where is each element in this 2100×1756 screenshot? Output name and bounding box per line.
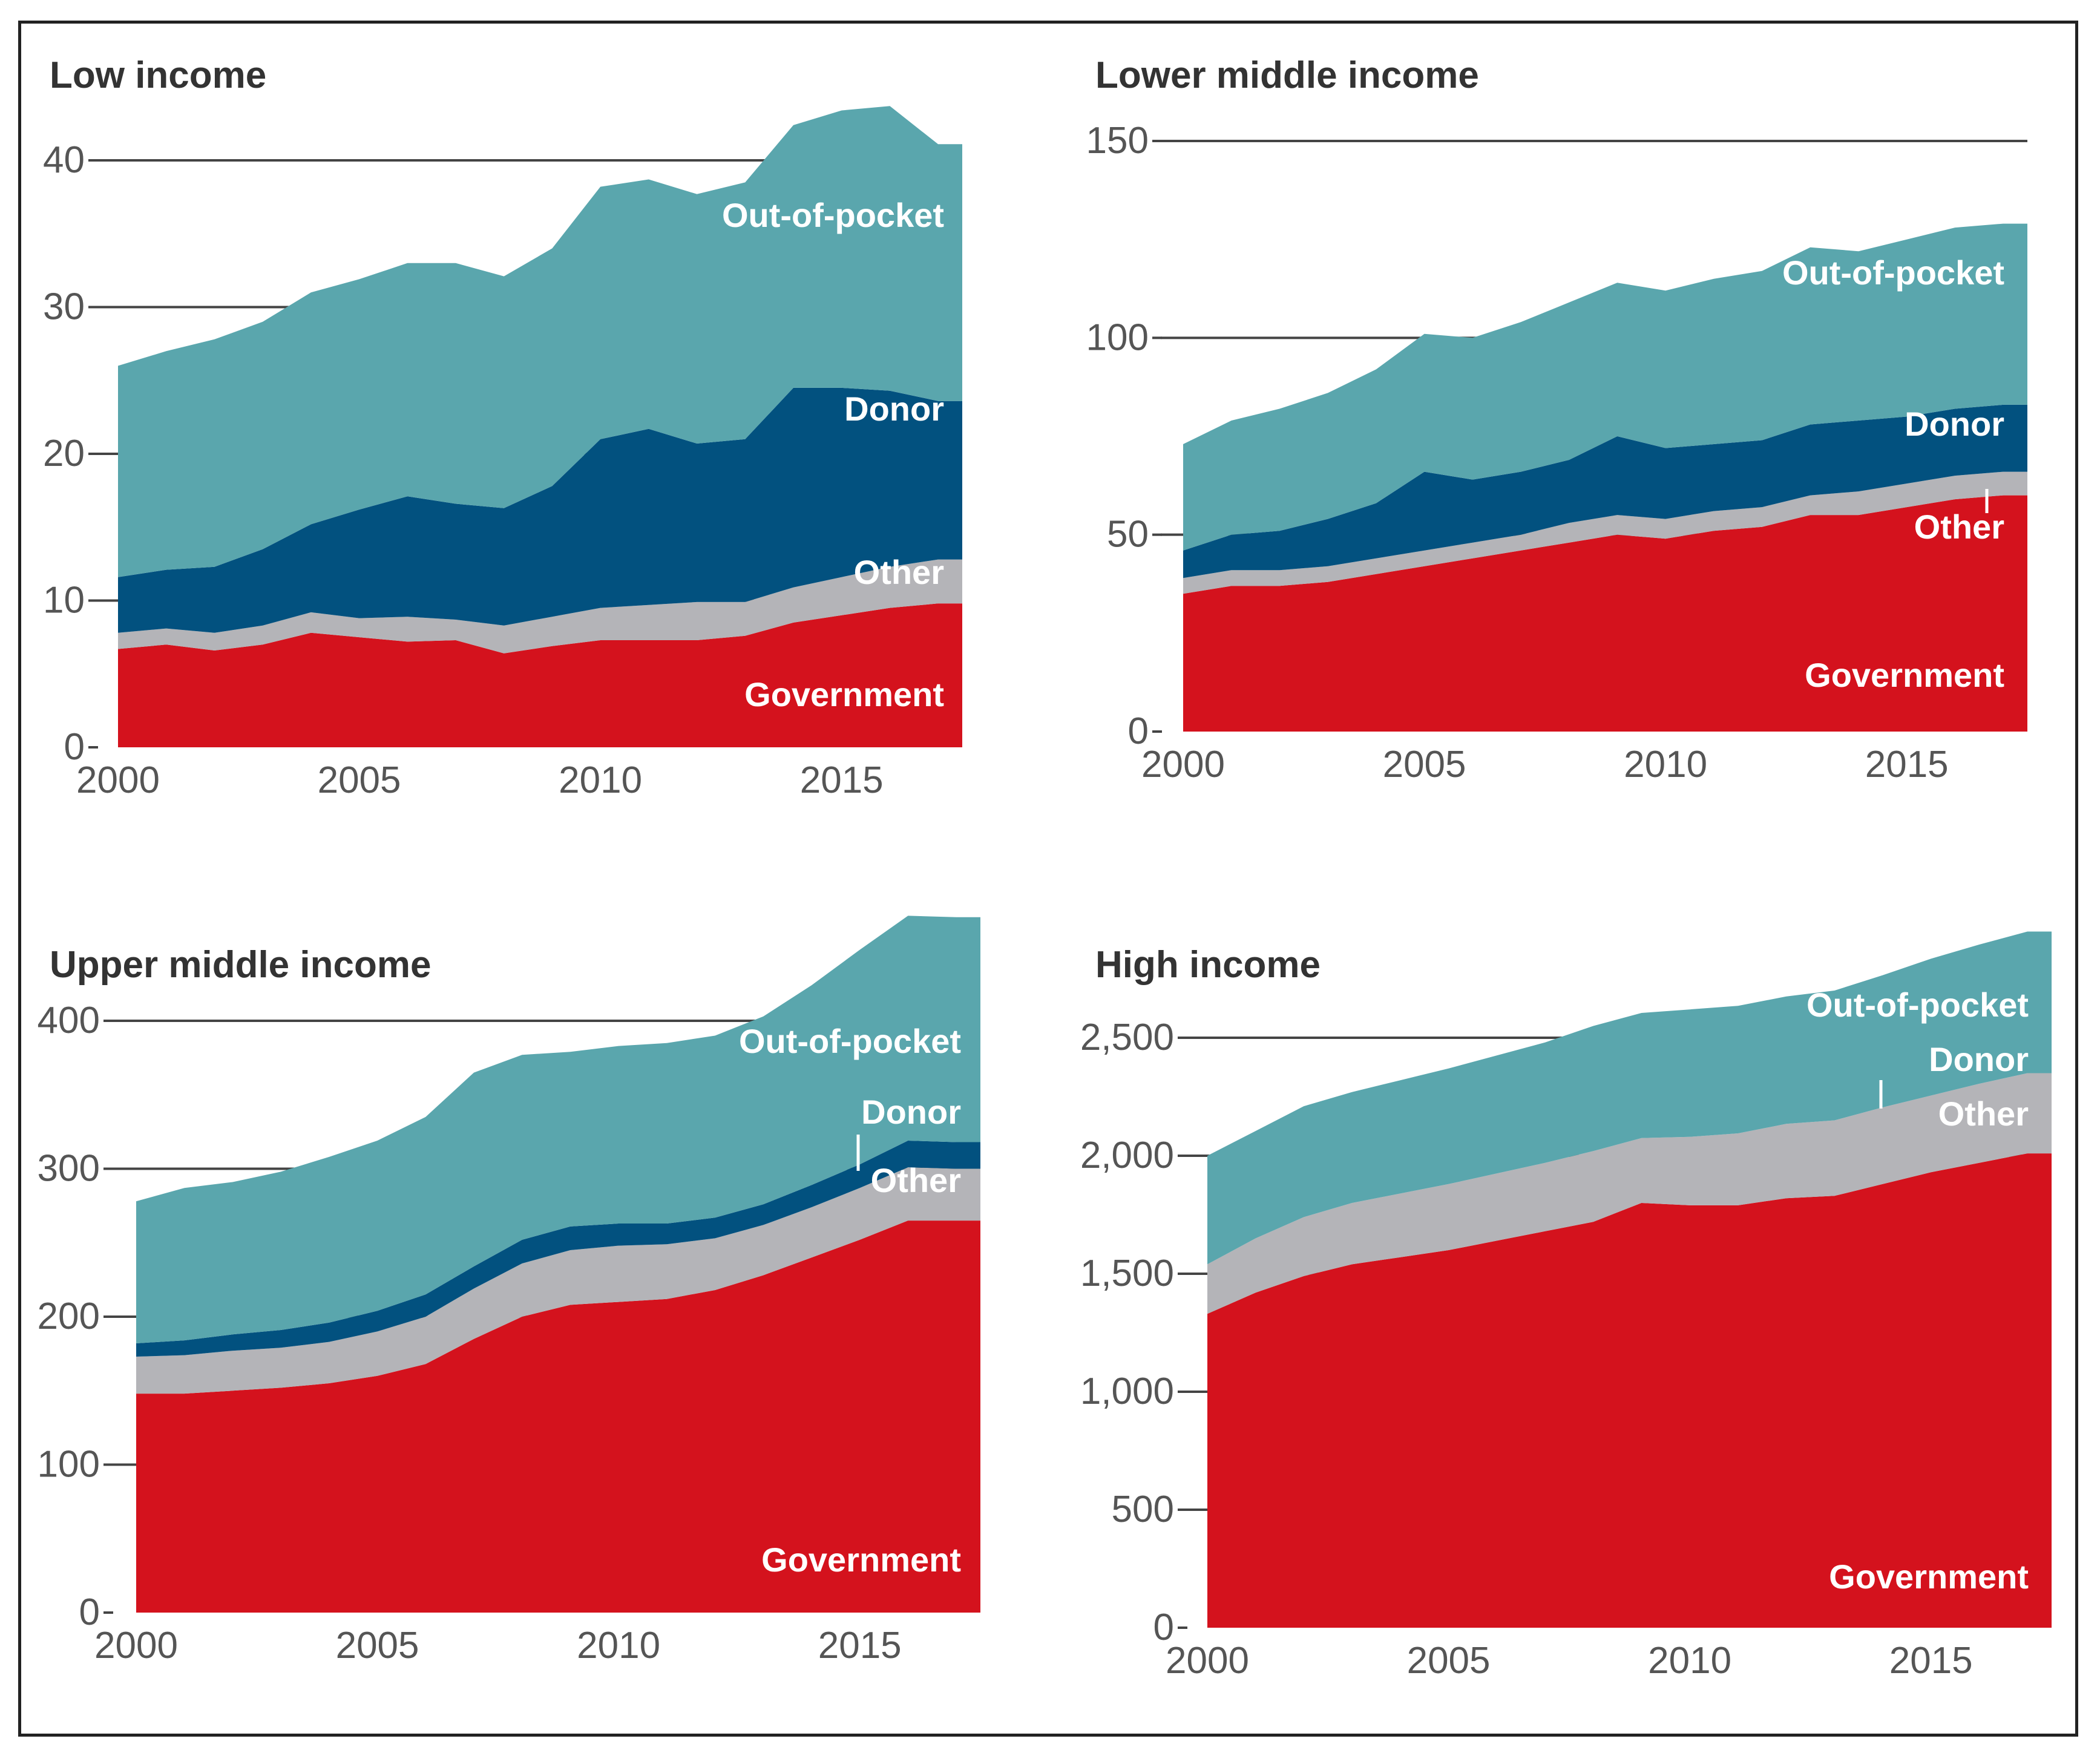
x-tick-label: 2010 [1648, 1640, 1731, 1682]
y-tick-label: 30 [43, 286, 85, 328]
y-tick-label: 300 [38, 1148, 100, 1190]
series-label-government: Government [1805, 656, 2004, 694]
y-tick-label: 20 [43, 433, 85, 474]
series-label-other: Other [854, 553, 944, 591]
x-tick-label: 2005 [1407, 1640, 1491, 1682]
area-out-of-pocket [1207, 931, 2052, 1265]
y-tick-label: 1,000 [1080, 1371, 1174, 1412]
chart-panel-4: High income 0 500 1,000 1,500 2,000 2,500 2000 2… [1080, 931, 2052, 1682]
x-tick-label: 2000 [76, 759, 160, 801]
y-tick-label: 50 [1107, 514, 1149, 555]
area-out-of-pocket [136, 916, 980, 1343]
x-tick-label: 2015 [1865, 744, 1949, 785]
y-tick-label: 100 [1086, 316, 1149, 358]
series-label-donor: Donor [844, 390, 944, 428]
area-government [118, 603, 962, 747]
series-label-other: Other [1914, 508, 2004, 546]
area-donor [1183, 404, 2027, 578]
series-label-government: Government [1829, 1558, 2029, 1596]
x-tick-label: 2005 [336, 1625, 419, 1666]
y-tick-label: 400 [38, 1000, 100, 1041]
area-out-of-pocket [118, 106, 962, 577]
chart-panel-3: Upper middle income 0 100 200 300 400 2000 2005… [38, 916, 980, 1666]
y-tick-label: 0 [1153, 1607, 1174, 1648]
series-label-donor: Donor [1905, 405, 2004, 443]
x-tick-label: 2000 [1166, 1640, 1249, 1682]
x-tick-label: 2000 [1141, 744, 1225, 785]
x-tick-label: 2010 [1624, 744, 1707, 785]
x-tick-label: 2005 [318, 759, 401, 801]
series-label-other: Other [1938, 1095, 2029, 1133]
area-donor [136, 1141, 980, 1357]
x-tick-label: 2005 [1383, 744, 1466, 785]
chart-panel-1: Low income 0 10 20 30 40 2000 2005 2010 2015 Out-o… [43, 54, 962, 801]
chart-title: Lower middle income [1095, 54, 1479, 96]
figure-frame [18, 21, 2078, 1737]
series-label-donor: Donor [861, 1093, 961, 1131]
area-government [1207, 1153, 2052, 1628]
chart-title: Upper middle income [50, 944, 431, 986]
series-label-out-of-pocket: Out-of-pocket [722, 196, 944, 234]
y-tick-label: 500 [1112, 1489, 1174, 1530]
chart-title: High income [1095, 944, 1321, 986]
area-other [1207, 1073, 2052, 1314]
area-donor [118, 387, 962, 633]
series-label-out-of-pocket: Out-of-pocket [1782, 254, 2004, 292]
x-tick-label: 2015 [1889, 1640, 1973, 1682]
y-tick-label: 10 [43, 580, 85, 621]
series-label-government: Government [744, 675, 944, 713]
chart-panel-2: Lower middle income 0 50 100 150 2000 2005 2010… [1086, 54, 2027, 785]
y-tick-label: 2,500 [1080, 1017, 1174, 1058]
y-tick-label: 200 [38, 1296, 100, 1337]
series-label-other: Other [871, 1161, 961, 1199]
area-other [1183, 471, 2027, 594]
y-tick-label: 2,000 [1080, 1135, 1174, 1176]
y-tick-label: 0 [1128, 710, 1149, 752]
area-other [136, 1167, 980, 1394]
x-tick-label: 2015 [818, 1625, 902, 1666]
y-tick-label: 40 [43, 139, 85, 181]
y-tick-label: 1,500 [1080, 1253, 1174, 1294]
y-tick-label: 0 [64, 726, 85, 768]
x-tick-label: 2000 [94, 1625, 178, 1666]
area-government [136, 1220, 980, 1613]
x-tick-label: 2015 [800, 759, 884, 801]
series-label-out-of-pocket: Out-of-pocket [739, 1022, 961, 1060]
x-tick-label: 2010 [577, 1625, 660, 1666]
chart-title: Low income [50, 54, 266, 96]
area-other [118, 559, 962, 654]
y-tick-label: 0 [79, 1591, 100, 1633]
series-label-out-of-pocket: Out-of-pocket [1806, 986, 2029, 1024]
series-label-government: Government [761, 1541, 961, 1579]
x-tick-label: 2010 [559, 759, 642, 801]
y-tick-label: 150 [1086, 120, 1149, 162]
area-government [1183, 495, 2027, 732]
y-tick-label: 100 [38, 1444, 100, 1486]
series-label-donor: Donor [1929, 1040, 2029, 1078]
area-out-of-pocket [1183, 223, 2027, 551]
